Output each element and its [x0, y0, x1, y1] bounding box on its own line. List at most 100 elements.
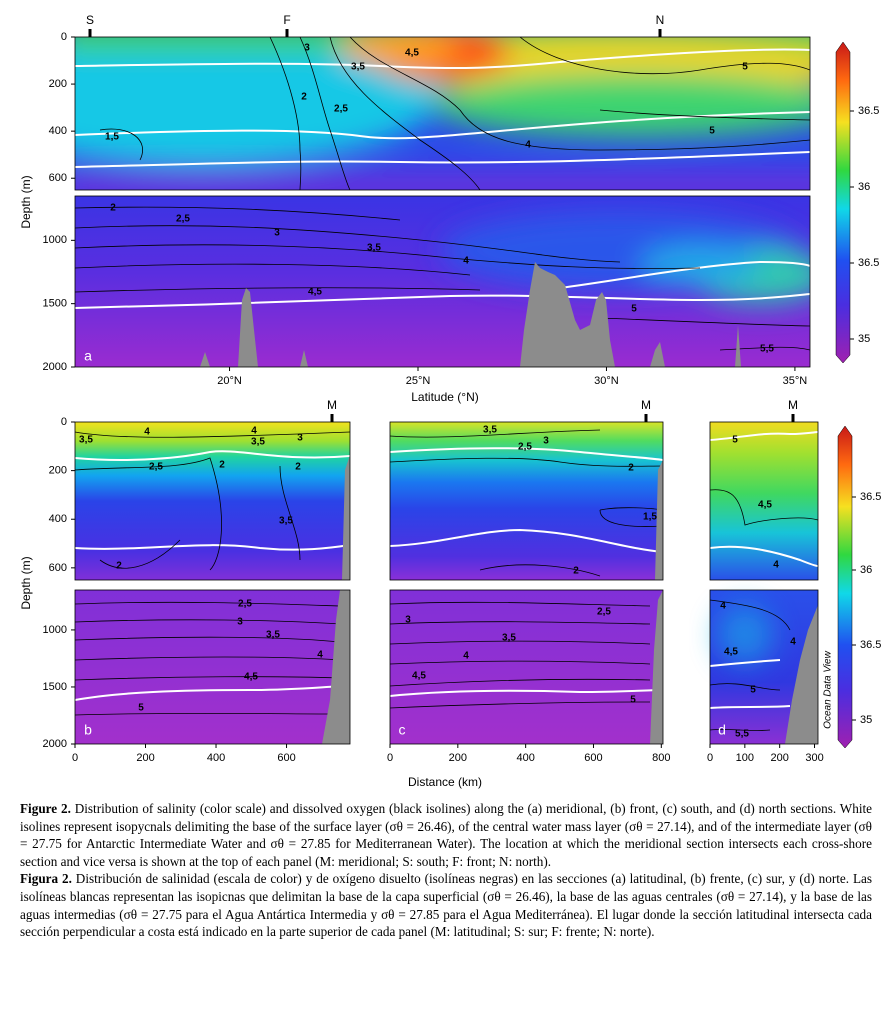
contour-label: 4,5 — [405, 48, 419, 59]
section-marker-label: S — [86, 13, 94, 27]
watermark: Ocean Data View — [823, 650, 834, 728]
section-marker-label: F — [283, 13, 290, 27]
contour-label: 5 — [631, 304, 637, 315]
section-marker-label: M — [327, 398, 337, 412]
x-tick-label: 600 — [584, 752, 602, 764]
colorbar-tick-label: 35 — [858, 333, 870, 345]
x-tick-label: 200 — [136, 752, 154, 764]
contour-label: 5 — [709, 126, 715, 137]
plot-frame — [709, 421, 819, 581]
contour-label: 3 — [297, 433, 303, 444]
y-tick-label: 0 — [61, 416, 67, 428]
colorbar-tick-label: 36.5 — [858, 105, 879, 117]
y-tick-label: 2000 — [43, 361, 67, 373]
y-tick-label: 200 — [49, 78, 67, 90]
figure: Ocean Data View 20°N 25°N 30°N 35°N02004006… — [19, 13, 881, 789]
section-marker — [791, 414, 795, 422]
section-marker — [285, 29, 289, 37]
plot-frame — [74, 195, 811, 368]
contour-label: 3 — [543, 436, 549, 447]
colorbar — [837, 425, 853, 749]
contour-label: 2 — [301, 92, 307, 103]
x-tick-label: 20°N — [217, 375, 242, 387]
plot-frame — [389, 421, 664, 581]
colorbar-tick-label: 35 — [860, 714, 872, 726]
field-c — [389, 422, 664, 744]
contour-label: 3 — [405, 615, 411, 626]
contour-label: 3,5 — [279, 516, 293, 527]
caption: Figure 2. Distribution of salinity (colo… — [20, 800, 872, 941]
contour-label: 3,5 — [483, 425, 497, 436]
plot-frame — [709, 589, 819, 745]
field-d — [709, 422, 819, 744]
contour-label: 3 — [304, 43, 310, 54]
colorbar-tick-label: 36 — [860, 564, 872, 576]
contour-label: 5 — [630, 695, 636, 706]
contour-label: 2,5 — [597, 607, 611, 618]
y-tick-label: 1500 — [43, 681, 67, 693]
contour-label: 3,5 — [351, 62, 365, 73]
x-tick-label: 400 — [207, 752, 225, 764]
caption-text: Distribution of salinity (color scale) a… — [20, 801, 873, 869]
x-tick-label: 800 — [652, 752, 670, 764]
y-tick-label: 1500 — [43, 298, 67, 310]
contour-label: 5 — [750, 685, 756, 696]
section-marker — [658, 29, 662, 37]
section-marker — [88, 29, 92, 37]
section-marker — [644, 414, 648, 422]
y-tick-label: 2000 — [43, 738, 67, 750]
contour-label: 1,5 — [643, 512, 657, 523]
contour-label: 4,5 — [308, 287, 322, 298]
x-tick-label: 0 — [707, 752, 713, 764]
field-a-upper — [75, 37, 810, 190]
x-tick-label: 200 — [770, 752, 788, 764]
caption-label: Figure 2. — [20, 801, 71, 816]
contour-label: 5 — [732, 435, 738, 446]
x-tick-label: 0 — [387, 752, 393, 764]
y-tick-label: 1000 — [43, 234, 67, 246]
contour-label: 2,5 — [518, 442, 532, 453]
y-tick-label: 600 — [49, 172, 67, 184]
x-tick-label: 600 — [277, 752, 295, 764]
x-tick-label: 300 — [805, 752, 823, 764]
contour-label: 2 — [573, 566, 579, 577]
contour-label: 4 — [720, 601, 726, 612]
colorbar-tick-label: 36.5 — [858, 257, 879, 269]
contour-label: 3,5 — [79, 435, 93, 446]
contour-label: 2 — [628, 463, 634, 474]
y-tick-label: 600 — [49, 562, 67, 574]
panel-letter: b — [84, 722, 92, 738]
section-marker-label: M — [641, 398, 651, 412]
x-tick-label: 25°N — [406, 375, 431, 387]
panel-letter: a — [84, 348, 92, 364]
contour-label: 2 — [219, 460, 225, 471]
contour-label: 2 — [116, 561, 122, 572]
colorbar-tick-label: 36.5 — [860, 639, 881, 651]
contour-label: 4 — [251, 426, 257, 437]
y-tick-label: 200 — [49, 465, 67, 477]
caption-label: Figura 2. — [20, 871, 72, 887]
contour-label: 3 — [237, 617, 243, 628]
x-tick-label: 100 — [736, 752, 754, 764]
contour-label: 2 — [110, 203, 116, 214]
x-tick-label: 0 — [72, 752, 78, 764]
contour-label: 5 — [138, 703, 144, 714]
caption-text: Distribución de salinidad (escala de col… — [20, 871, 872, 940]
colorbar-tick-label: 36 — [858, 181, 870, 193]
x-axis-label: Latitude (°N) — [411, 390, 479, 404]
x-tick-label: 400 — [516, 752, 534, 764]
y-tick-label: 400 — [49, 125, 67, 137]
x-tick-label: 200 — [449, 752, 467, 764]
contour-label: 3,5 — [251, 437, 265, 448]
x-tick-label: 35°N — [783, 375, 808, 387]
contour-label: 3,5 — [367, 243, 381, 254]
contour-label: 4 — [773, 560, 779, 571]
plot-frame — [74, 589, 351, 745]
y-tick-label: 1000 — [43, 624, 67, 636]
contour-label: 3 — [274, 228, 280, 239]
section-marker-label: M — [788, 398, 798, 412]
y-axis-label: Depth (m) — [19, 175, 33, 228]
contour-label: 4 — [317, 650, 323, 661]
y-tick-label: 400 — [49, 513, 67, 525]
